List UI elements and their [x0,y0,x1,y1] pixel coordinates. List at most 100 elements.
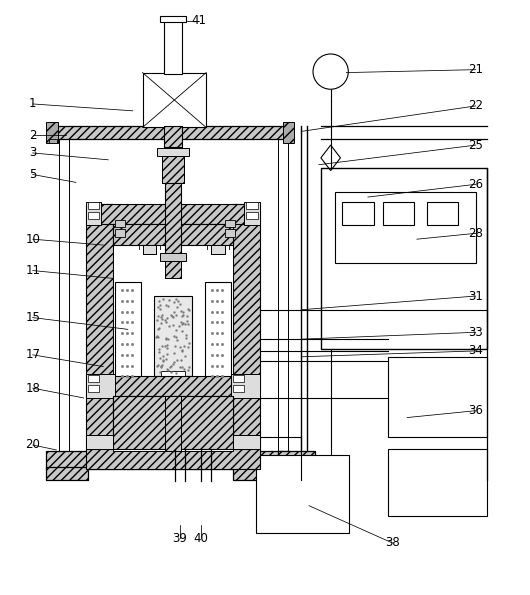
Point [158,360,166,369]
Text: 39: 39 [172,531,187,544]
Point [157,362,166,372]
Bar [278,451,315,468]
Point [181,351,189,361]
Point [176,317,185,327]
Point [176,356,185,365]
Bar [342,202,374,226]
Bar [86,204,113,451]
Bar [113,224,233,245]
Point [152,333,161,342]
Point [154,325,162,334]
Point [170,357,179,367]
Bar [164,20,182,74]
Bar [383,202,414,226]
Bar [87,212,100,218]
Point [162,318,170,327]
Bar [86,435,113,449]
Point [179,311,188,320]
Point [157,310,166,320]
Point [178,345,186,355]
Point [159,355,167,365]
Bar [86,202,101,226]
Point [158,315,166,324]
Bar [233,375,244,382]
Point [157,362,165,371]
Point [179,318,188,327]
Bar [113,377,233,396]
Bar [160,253,186,261]
Text: 22: 22 [468,99,483,112]
Bar [162,156,184,183]
Bar [100,204,246,224]
Bar [47,466,87,480]
Text: 21: 21 [468,63,483,76]
Bar [334,192,476,263]
Point [166,361,175,371]
Point [171,342,179,351]
Bar [164,126,182,147]
Point [155,347,164,356]
Point [172,325,181,334]
Point [172,355,181,365]
Bar [246,202,258,209]
Bar [205,282,231,390]
Point [167,312,176,321]
Bar [387,449,488,515]
Bar [278,451,315,468]
Point [154,361,163,370]
Bar [113,224,233,245]
Bar [233,204,260,451]
Text: 34: 34 [469,345,483,358]
Bar [321,168,488,349]
Point [156,367,164,376]
Bar [87,375,100,382]
Point [175,343,184,352]
Point [153,361,161,371]
Point [169,331,178,341]
Point [175,299,184,309]
Bar [246,212,258,218]
Point [153,315,161,325]
Point [182,331,190,340]
Text: 11: 11 [25,264,40,277]
Point [184,342,192,352]
Bar [115,282,140,390]
Bar [233,204,260,451]
Point [178,312,186,321]
Point [176,306,185,316]
Bar [231,374,260,398]
Point [162,355,171,364]
Point [169,312,177,322]
Text: 26: 26 [468,178,483,191]
Bar [47,121,58,143]
Text: 20: 20 [25,439,40,452]
Point [162,340,171,349]
Bar [233,466,289,480]
Point [169,359,178,368]
Point [157,318,165,327]
Point [158,356,167,365]
Point [172,311,181,320]
Point [154,332,162,342]
Point [174,296,182,306]
Bar [100,204,246,224]
Point [158,352,167,361]
Point [164,365,172,374]
Point [184,306,193,315]
Point [166,368,175,377]
Point [182,334,190,343]
Bar [86,204,113,451]
Point [180,342,188,351]
Point [183,312,191,321]
Point [163,364,172,374]
Point [170,297,179,306]
Bar [165,261,181,278]
Point [172,332,180,342]
Point [185,339,193,348]
Text: 17: 17 [25,348,40,361]
Point [166,362,175,371]
Text: 10: 10 [25,233,40,246]
Point [162,313,171,322]
Bar [165,183,181,256]
Bar [282,121,294,143]
